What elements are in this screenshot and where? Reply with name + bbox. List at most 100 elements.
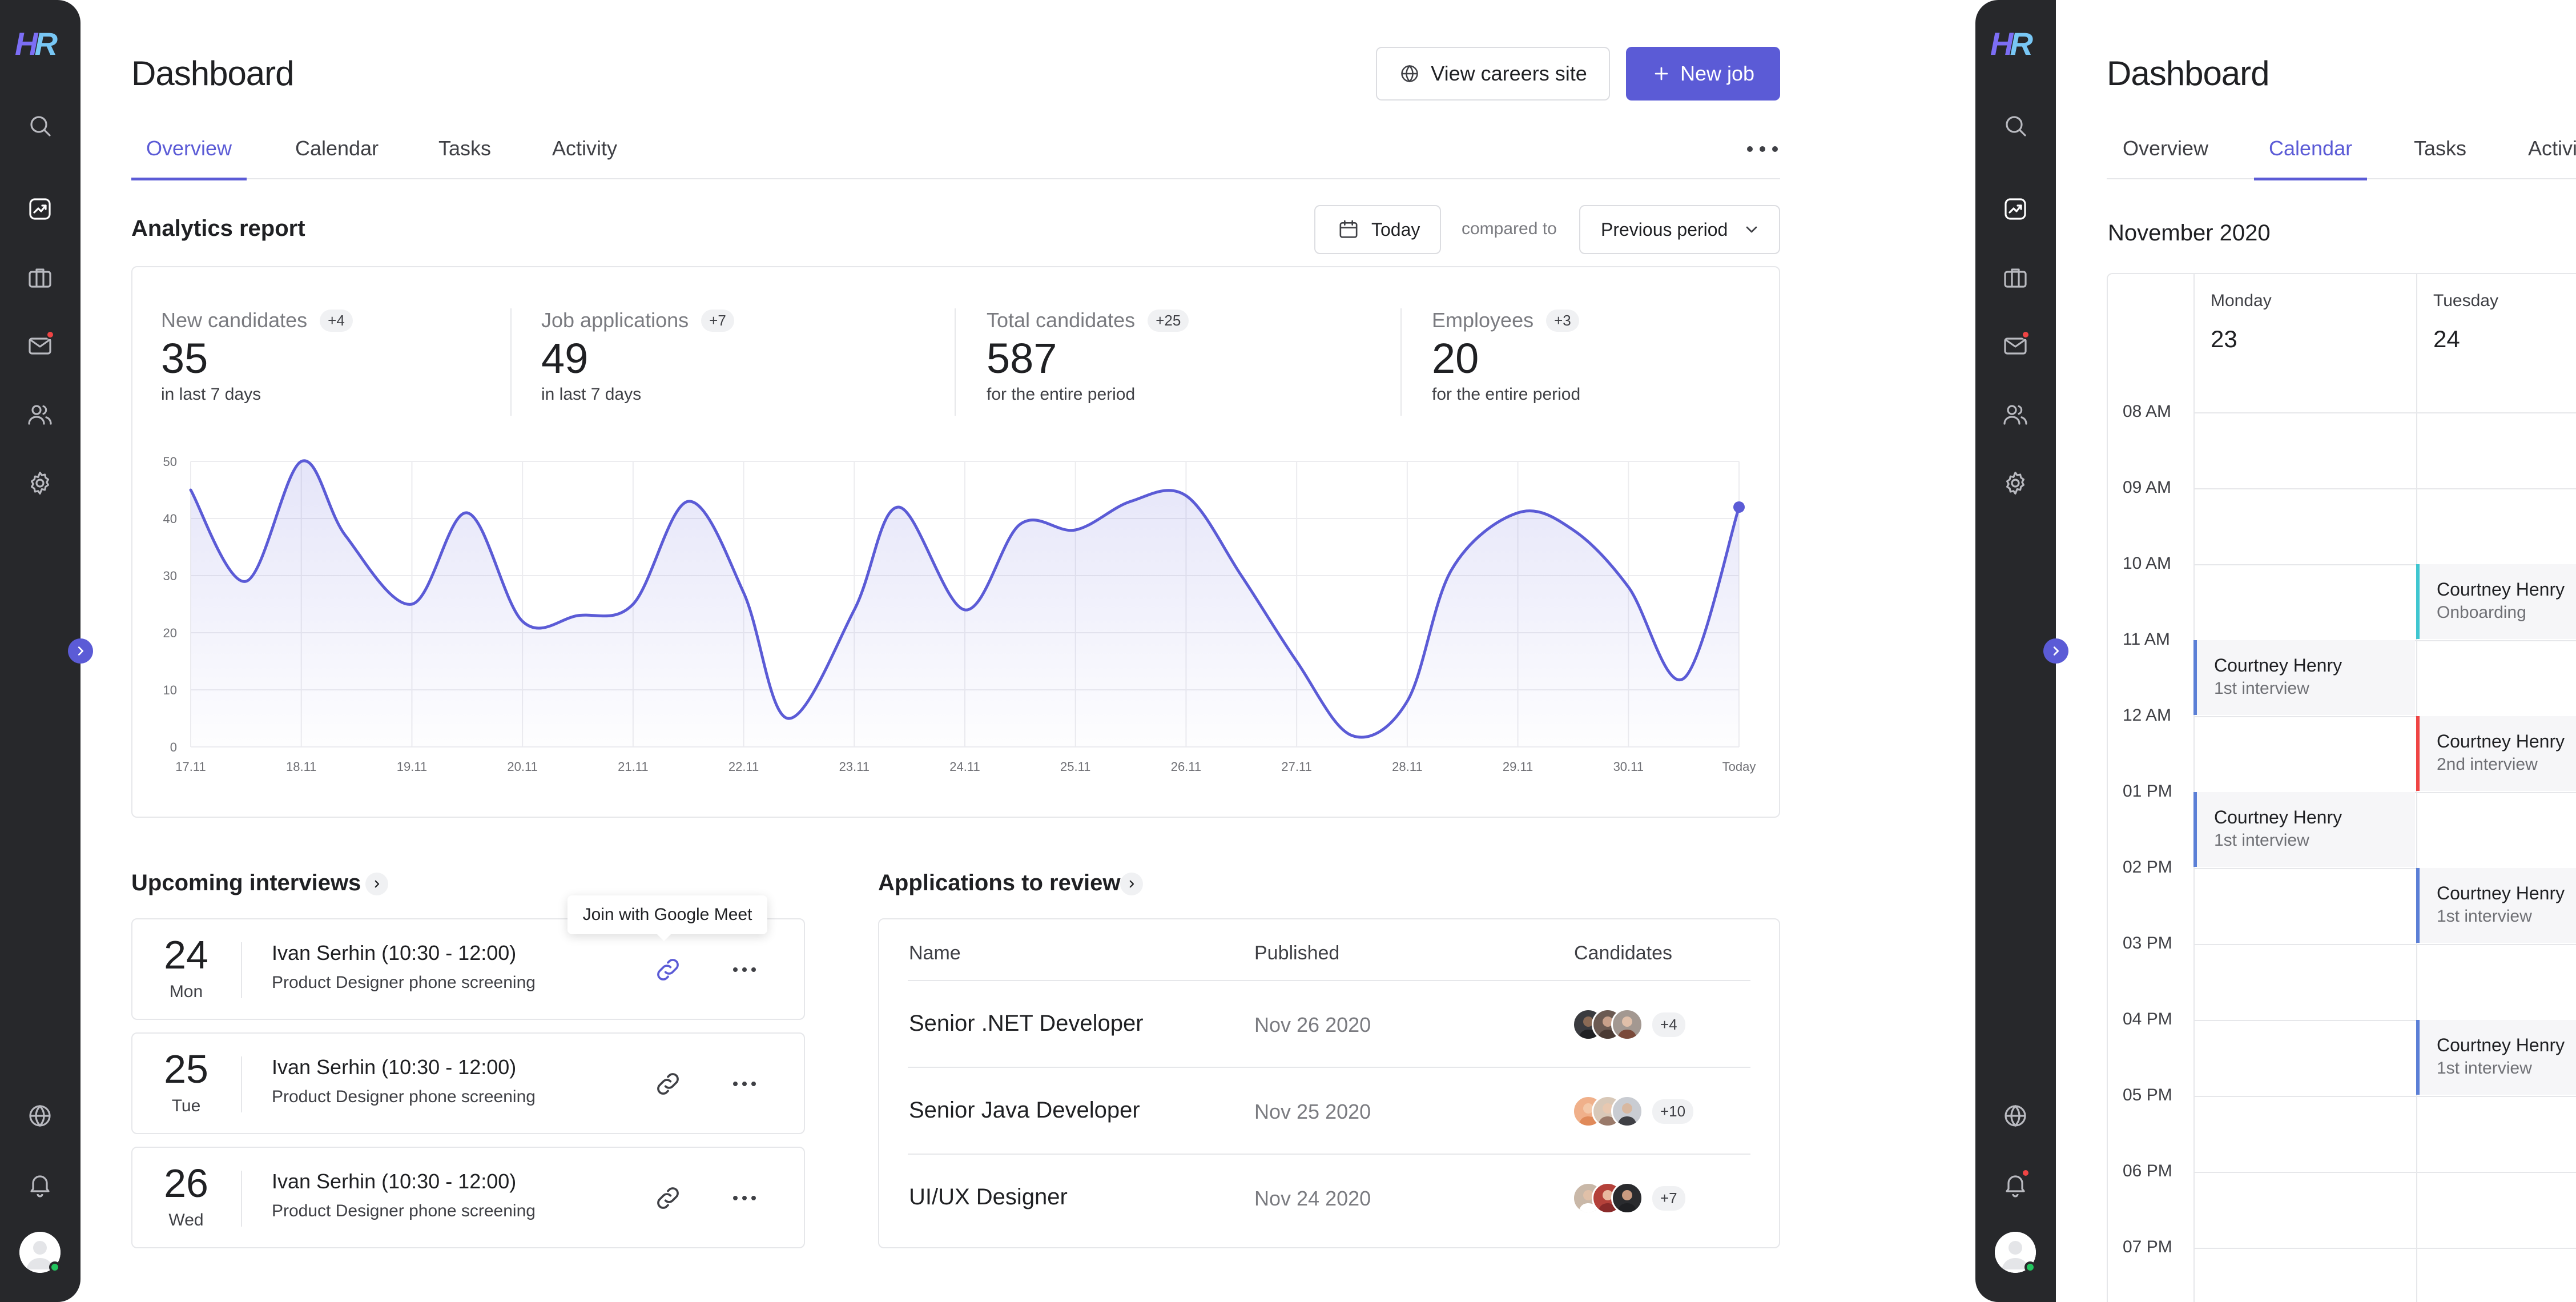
event-name: Courtney Henry — [2437, 1035, 2565, 1055]
new-job-button[interactable]: New job — [1626, 47, 1780, 101]
period-select[interactable]: Previous period — [1579, 205, 1780, 254]
column-header-name: Name — [909, 942, 961, 964]
x-tick-label: 17.11 — [175, 760, 206, 774]
calendar-event[interactable]: Courtney Henry 1st interview — [2416, 1020, 2576, 1095]
y-tick-label: 10 — [163, 683, 177, 697]
more-options-icon[interactable] — [733, 1194, 756, 1203]
tab-bar: Overview Calendar Tasks Activi — [2107, 132, 2576, 180]
logo[interactable]: HR — [15, 25, 58, 62]
stat-label: Job applications — [541, 308, 689, 332]
grid-line — [2193, 412, 2576, 413]
calendar-event[interactable]: Courtney Henry 1st interview — [2193, 792, 2415, 867]
hour-label: 03 PM — [2123, 934, 2172, 953]
x-tick-label: 27.11 — [1281, 760, 1311, 774]
users-icon[interactable] — [2002, 401, 2029, 428]
globe-icon[interactable] — [26, 1102, 54, 1130]
chart-icon[interactable] — [2002, 195, 2029, 223]
more-options-icon[interactable] — [733, 965, 756, 974]
hour-label: 02 PM — [2123, 858, 2172, 877]
gear-icon[interactable] — [26, 469, 54, 497]
link-icon[interactable] — [653, 1069, 683, 1099]
x-tick-label: Today — [1722, 760, 1756, 774]
divider — [241, 1056, 242, 1112]
link-icon[interactable] — [653, 1183, 683, 1213]
x-tick-label: 28.11 — [1392, 760, 1422, 774]
tab-overview[interactable]: Overview — [2123, 136, 2209, 160]
tab-overview[interactable]: Overview — [131, 132, 247, 180]
gear-icon[interactable] — [2002, 469, 2029, 497]
x-tick-label: 24.11 — [949, 760, 980, 774]
hour-label: 12 AM — [2123, 706, 2172, 725]
briefcase-icon[interactable] — [26, 264, 54, 291]
compared-to-label: compared to — [1462, 219, 1557, 238]
interview-day: 25 — [164, 1047, 208, 1091]
interview-card[interactable]: 25 Tue Ivan Serhin (10:30 - 12:00) Produ… — [131, 1032, 805, 1134]
stat-value: 35 — [161, 335, 208, 382]
chart-icon[interactable] — [26, 195, 54, 223]
sidebar-expand-button[interactable] — [68, 638, 93, 664]
more-options-icon[interactable] — [733, 1079, 756, 1088]
job-name: Senior .NET Developer — [909, 1011, 1144, 1036]
calendar-event[interactable]: Courtney Henry 1st interview — [2193, 640, 2415, 715]
calendar-event[interactable]: Courtney Henry 2nd interview — [2416, 716, 2576, 791]
stat-sub: in last 7 days — [161, 385, 261, 404]
x-tick-label: 22.11 — [728, 760, 759, 774]
link-icon[interactable] — [653, 955, 683, 984]
grid-line — [2193, 1096, 2576, 1097]
stat-divider — [955, 308, 956, 416]
interview-title: Ivan Serhin (10:30 - 12:00) — [272, 1055, 517, 1079]
interview-subtitle: Product Designer phone screening — [272, 1201, 536, 1220]
bell-icon[interactable] — [26, 1171, 54, 1198]
bell-icon[interactable] — [2002, 1171, 2029, 1198]
tab-activity[interactable]: Activity — [552, 136, 618, 160]
applications-arrow-button[interactable] — [1120, 873, 1143, 895]
hour-label: 05 PM — [2123, 1086, 2172, 1104]
page-title: Dashboard — [2107, 54, 2270, 93]
tab-calendar[interactable]: Calendar — [295, 136, 379, 160]
interviews-arrow-button[interactable] — [365, 873, 388, 895]
stat-employees: Employees +3 20 for the entire period — [1432, 308, 1580, 404]
users-icon[interactable] — [26, 401, 54, 428]
grid-line — [2193, 274, 2195, 1302]
calendar-event[interactable]: Courtney Henry 1st interview — [2416, 868, 2576, 943]
event-type: Onboarding — [2437, 603, 2526, 622]
hour-label: 04 PM — [2123, 1010, 2172, 1028]
event-type: 2nd interview — [2437, 755, 2538, 774]
day-number: 24 — [2433, 326, 2460, 352]
page-title: Dashboard — [131, 54, 295, 93]
globe-icon[interactable] — [2002, 1102, 2029, 1130]
grid-line — [2193, 1172, 2576, 1173]
date-filter-button[interactable]: Today — [1314, 205, 1441, 254]
view-careers-button[interactable]: View careers site — [1376, 47, 1610, 101]
analytics-title: Analytics report — [131, 216, 305, 241]
search-icon[interactable] — [26, 112, 54, 139]
interview-card[interactable]: 26 Wed Ivan Serhin (10:30 - 12:00) Produ… — [131, 1147, 805, 1248]
tab-tasks[interactable]: Tasks — [2414, 136, 2467, 160]
calendar-event[interactable]: Courtney Henry Onboarding — [2416, 564, 2576, 639]
mail-icon[interactable] — [26, 332, 54, 360]
more-options-icon[interactable] — [1747, 143, 1778, 155]
sidebar-expand-button[interactable] — [2043, 638, 2068, 664]
grid-line — [2193, 716, 2576, 717]
day-name: Monday — [2211, 291, 2272, 310]
tab-activity[interactable]: Activi — [2528, 136, 2576, 160]
mail-notification-dot — [46, 330, 55, 339]
search-icon[interactable] — [2002, 112, 2029, 139]
x-tick-label: 21.11 — [618, 760, 648, 774]
stat-job-applications: Job applications +7 49 in last 7 days — [541, 308, 734, 404]
tab-calendar[interactable]: Calendar — [2253, 132, 2368, 180]
event-name: Courtney Henry — [2214, 655, 2342, 676]
analytics-chart: 0 10 20 30 40 50 17.11 18.11 19.11 20.11 21.11 22.1… — [163, 455, 1756, 774]
date-filter-label: Today — [1371, 219, 1420, 240]
stat-value: 20 — [1432, 335, 1479, 382]
tab-tasks[interactable]: Tasks — [438, 136, 492, 160]
chevron-right-icon — [1129, 880, 1134, 888]
plus-icon — [1655, 67, 1668, 81]
interview-card[interactable]: 24 Mon Ivan Serhin (10:30 - 12:00) Produ… — [131, 918, 805, 1020]
mail-icon[interactable] — [2002, 332, 2029, 360]
stat-delta-badge: +3 — [1546, 309, 1579, 332]
table-divider — [908, 1154, 1750, 1155]
logo[interactable]: HR — [1990, 25, 2033, 62]
chart-end-point — [1733, 501, 1745, 513]
briefcase-icon[interactable] — [2002, 264, 2029, 291]
